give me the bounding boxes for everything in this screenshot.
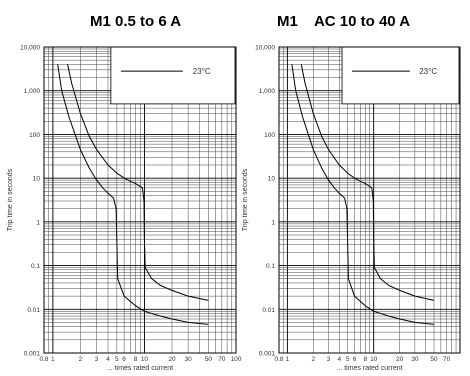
x-tick-label: 4 [106,356,110,363]
plot-frame [43,46,237,354]
y-axis-label: Trip time in seconds [242,168,249,231]
y-tick-label: 10,000 [20,45,40,52]
x-tick-label: 2 [79,356,83,363]
x-tick-label: 20 [168,356,176,363]
x-tick-label: 1 [51,356,55,363]
y-tick-label: 10 [33,176,41,183]
y-tick-label: 0.1 [266,263,275,270]
legend-label: 23°C [419,67,437,76]
x-tick-label: 50 [205,356,213,363]
x-tick-label: 100 [231,356,242,363]
y-tick-label: 100 [29,132,40,139]
x-tick-label: 8 [364,356,368,363]
x-tick-label: 30 [185,356,193,363]
y-tick-label: 100 [264,132,275,139]
legend-label: 23°C [193,67,211,76]
legend-box [341,46,460,105]
plot-frame [278,46,461,354]
x-tick-label: 4 [338,356,342,363]
x-tick-label: 50 [430,356,438,363]
y-tick-label: 0.001 [24,351,41,358]
y-tick-label: 10,000 [255,45,275,52]
y-tick-label: 10 [268,176,276,183]
chart-title-right: M1 AC 10 to 40 A [277,13,411,30]
x-axis-label: ... times rated current [336,365,402,372]
x-tick-label: 70 [218,356,226,363]
y-tick-label: 1,000 [24,88,41,95]
x-tick-label: 2 [312,356,316,363]
x-axis-label: ... times rated current [107,365,173,372]
x-tick-label: 10 [370,356,378,363]
x-tick-label: 10 [141,356,149,363]
trip-curve-lower [57,64,209,325]
trip-curve-upper [300,64,435,301]
y-tick-label: 1 [271,219,275,226]
x-tick-label: 1 [286,356,290,363]
x-tick-label: 6 [353,356,357,363]
y-tick-label: 0.01 [262,307,275,314]
legend-box [110,46,236,105]
x-tick-label: 5 [115,356,119,363]
y-axis-label: Trip time in seconds [7,168,14,231]
x-tick-label: 3 [327,356,331,363]
x-tick-label: 0.8 [274,356,283,363]
trip-curve-lower [291,64,435,325]
x-tick-label: 5 [346,356,350,363]
x-tick-label: 70 [443,356,451,363]
x-tick-label: 0.8 [39,356,48,363]
x-tick-label: 30 [411,356,419,363]
x-tick-label: 3 [95,356,99,363]
y-tick-label: 0.001 [259,351,276,358]
x-tick-label: 20 [396,356,404,363]
y-tick-label: 0.1 [31,263,40,270]
y-tick-label: 1 [36,219,40,226]
x-tick-label: 8 [134,356,138,363]
y-tick-label: 1,000 [259,88,276,95]
chart-title-left: M1 0.5 to 6 A [90,13,182,30]
y-tick-label: 0.01 [27,307,40,314]
x-tick-label: 6 [122,356,126,363]
trip-curve-upper [67,64,209,301]
